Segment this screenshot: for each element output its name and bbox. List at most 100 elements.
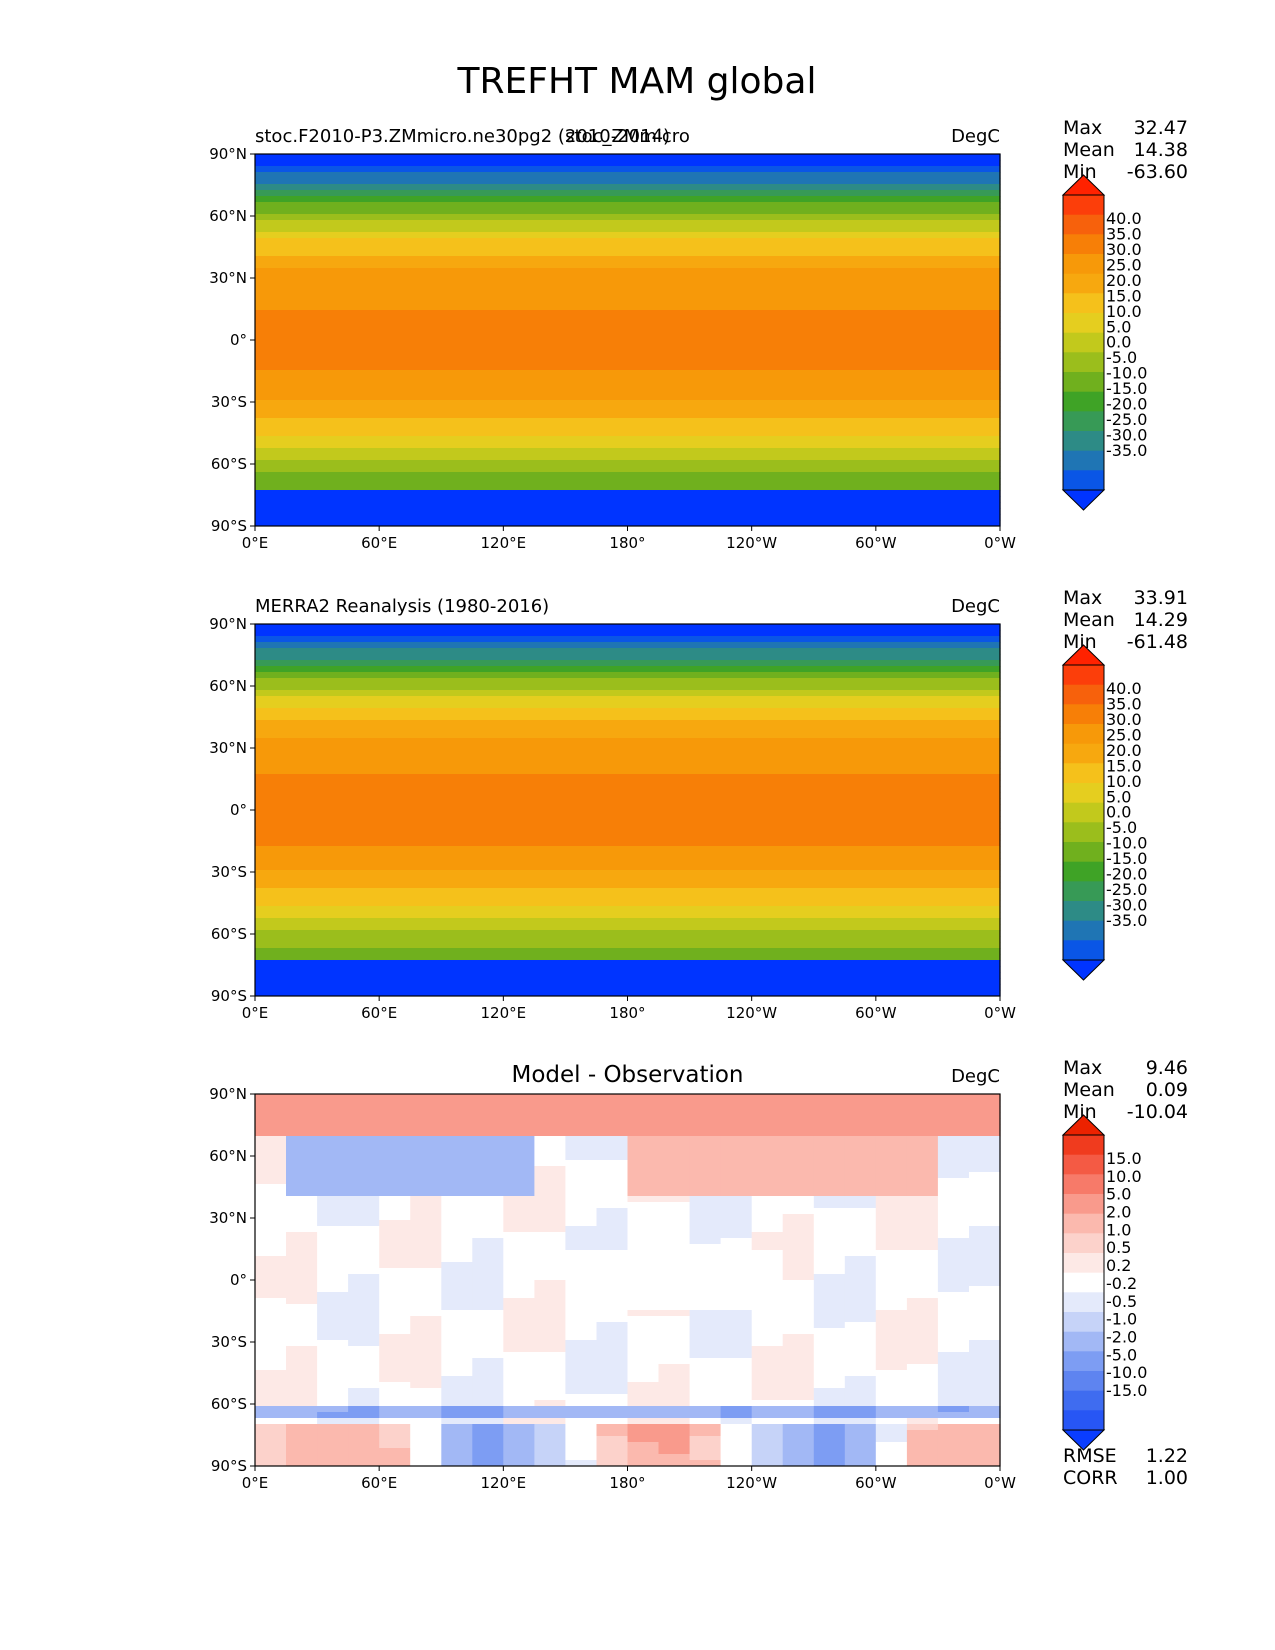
colorbar-label: 15.0: [1106, 1149, 1142, 1168]
lat-tick-label: 30°N: [209, 739, 247, 757]
colorbar-cell: [1063, 332, 1104, 353]
colorbar-cell: [1063, 881, 1104, 902]
colorbar-label: 0.2: [1106, 1256, 1131, 1275]
colorbar-label: -10.0: [1106, 834, 1147, 853]
colorbar-cell: [1063, 1194, 1104, 1215]
colorbar-cell: [1063, 665, 1104, 686]
lat-tick-label: 0°: [230, 1271, 247, 1289]
colorbar: 40.035.030.025.020.015.010.05.00.0-5.0-1…: [1061, 174, 1147, 511]
metric-label: CORR: [1063, 1467, 1118, 1489]
colorbar-cell: [1063, 940, 1104, 961]
lat-tick-label: 90°N: [209, 615, 247, 633]
colorbar-label: -0.2: [1106, 1274, 1137, 1293]
stat-label: Min: [1063, 631, 1097, 653]
colorbar-label: -25.0: [1106, 410, 1147, 429]
map-field: [255, 624, 1001, 997]
lon-tick-label: 180°: [609, 534, 645, 552]
metric-value: 1.00: [1146, 1467, 1188, 1489]
colorbar-label: 0.5: [1106, 1238, 1131, 1257]
colorbar-label: -30.0: [1106, 426, 1147, 445]
metric-label: RMSE: [1063, 1445, 1117, 1467]
stat-label: Max: [1063, 117, 1102, 139]
colorbar-label: -15.0: [1106, 849, 1147, 868]
stat-label: Mean: [1063, 139, 1115, 161]
stat-value: 32.47: [1134, 117, 1188, 139]
lon-tick-label: 0°E: [242, 534, 269, 552]
colorbar-cell: [1063, 1371, 1104, 1392]
colorbar-label: 10.0: [1106, 302, 1142, 321]
colorbar-cell: [1063, 1331, 1104, 1352]
lon-tick-label: 120°E: [481, 534, 527, 552]
colorbar-label: 25.0: [1106, 725, 1142, 744]
colorbar-label: -25.0: [1106, 880, 1147, 899]
lat-tick-label: 30°S: [211, 1333, 247, 1351]
stat-label: Min: [1063, 1101, 1097, 1123]
colorbar-cell: [1063, 822, 1104, 843]
stat-value: -61.48: [1127, 631, 1188, 653]
colorbar-label: 35.0: [1106, 694, 1142, 713]
colorbar-cell: [1063, 1410, 1104, 1431]
colorbar-label: -10.0: [1106, 1363, 1147, 1382]
lat-tick-label: 0°: [230, 331, 247, 349]
lon-tick-label: 60°E: [361, 534, 397, 552]
colorbar-label: 5.0: [1106, 1185, 1131, 1204]
colorbar-label: -15.0: [1106, 379, 1147, 398]
colorbar-label: 2.0: [1106, 1203, 1131, 1222]
colorbar-label: 5.0: [1106, 787, 1131, 806]
colorbar-label: 10.0: [1106, 1167, 1142, 1186]
colorbar-label: 15.0: [1106, 756, 1142, 775]
colorbar-label: -2.0: [1106, 1327, 1137, 1346]
lat-tick-label: 30°S: [211, 393, 247, 411]
lon-tick-label: 0°W: [984, 534, 1016, 552]
colorbar-cell: [1063, 901, 1104, 922]
panel-units: DegC: [951, 1066, 1000, 1087]
lon-tick-label: 0°W: [984, 1474, 1016, 1492]
colorbar-cell: [1063, 214, 1104, 235]
colorbar-cell: [1063, 1253, 1104, 1274]
colorbar-cell: [1063, 842, 1104, 863]
lon-tick-label: 60°W: [855, 534, 897, 552]
lon-tick-label: 60°W: [855, 1474, 897, 1492]
colorbar-cell: [1063, 411, 1104, 432]
lon-tick-label: 0°E: [242, 1474, 269, 1492]
colorbar-label: -5.0: [1106, 818, 1137, 837]
lat-tick-label: 90°S: [211, 987, 247, 1005]
colorbar-label: -1.0: [1106, 1310, 1137, 1329]
colorbar-cell: [1063, 1390, 1104, 1411]
panels: 90°N60°N30°N0°30°S60°S90°S0°E 60°E 120°E 18…: [209, 117, 1188, 1492]
colorbar-cell: [1063, 1233, 1104, 1254]
stat-label: Max: [1063, 1057, 1102, 1079]
colorbar-cell: [1063, 1292, 1104, 1313]
colorbar-cell: [1063, 1312, 1104, 1333]
panel-center-title: Model - Observation: [511, 1062, 743, 1088]
panel-3: 90°N 60°N 30°N 0° 30°S 60°S 90°S0°E 60°E 120°E 18…: [209, 1057, 1188, 1492]
panel-1: 90°N 60°N 30°N 0° 30°S 60°S 90°S0°E 60°E 120°E 18…: [209, 117, 1188, 552]
lon-tick-label: 120°W: [726, 534, 777, 552]
colorbar-label: -5.0: [1106, 1345, 1137, 1364]
lat-tick-label: 90°N: [209, 145, 247, 163]
colorbar-cell: [1063, 1351, 1104, 1372]
lat-tick-label: 30°N: [209, 269, 247, 287]
lon-tick-label: 180°: [609, 1004, 645, 1022]
lon-tick-label: 180°: [609, 1474, 645, 1492]
colorbar-cell: [1063, 372, 1104, 393]
colorbar-label: 40.0: [1106, 679, 1142, 698]
lat-tick-label: 60°S: [211, 1395, 247, 1413]
colorbar-label: -5.0: [1106, 348, 1137, 367]
colorbar-cell: [1063, 724, 1104, 745]
colorbar-label: 40.0: [1106, 209, 1142, 228]
colorbar-cell: [1063, 195, 1104, 216]
panel-left-title: MERRA2 Reanalysis (1980-2016): [255, 596, 549, 617]
lon-tick-label: 60°E: [361, 1474, 397, 1492]
colorbar-extend-min: [1061, 489, 1106, 511]
colorbar-label: 20.0: [1106, 741, 1142, 760]
colorbar: 40.035.030.025.020.015.010.05.00.0-5.0-1…: [1061, 644, 1147, 981]
colorbar-label: -35.0: [1106, 911, 1147, 930]
stat-value: 14.29: [1134, 609, 1188, 631]
lon-tick-label: 0°E: [242, 1004, 269, 1022]
lon-tick-label: 0°W: [984, 1004, 1016, 1022]
colorbar-label: 20.0: [1106, 271, 1142, 290]
colorbar-cell: [1063, 861, 1104, 882]
lon-tick-label: 120°E: [481, 1004, 527, 1022]
